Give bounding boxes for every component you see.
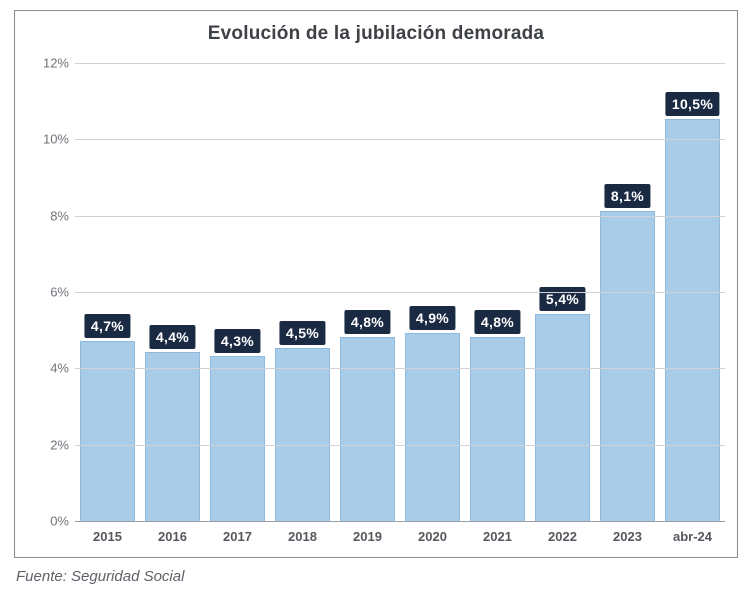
- bar: 10,5%: [665, 119, 720, 521]
- y-axis-tick-label: 4%: [29, 361, 69, 376]
- y-axis-tick-label: 8%: [29, 208, 69, 223]
- grid-line: [75, 521, 725, 522]
- chart-title: Evolución de la jubilación demorada: [15, 11, 737, 45]
- chart-container: Evolución de la jubilación demorada 4,7%…: [14, 10, 738, 558]
- source-label: Fuente: Seguridad Social: [14, 568, 737, 585]
- x-axis-tick-label: 2018: [288, 529, 317, 544]
- bar: 8,1%: [600, 211, 655, 521]
- grid-line: [75, 292, 725, 293]
- bar: 4,5%: [275, 348, 330, 521]
- y-axis-tick-label: 6%: [29, 285, 69, 300]
- bar-value-label: 4,4%: [150, 325, 195, 349]
- bar-value-label: 4,8%: [475, 310, 520, 334]
- bar: 4,8%: [470, 337, 525, 521]
- plot-area: 4,7%20154,4%20164,3%20174,5%20184,8%2019…: [75, 63, 725, 521]
- grid-line: [75, 368, 725, 369]
- x-axis-tick-label: 2022: [548, 529, 577, 544]
- x-axis-tick-label: abr-24: [673, 529, 712, 544]
- bar-value-label: 4,3%: [215, 329, 260, 353]
- bar: 5,4%: [535, 314, 590, 521]
- bar-value-label: 4,5%: [280, 321, 325, 345]
- x-axis-tick-label: 2023: [613, 529, 642, 544]
- bar: 4,3%: [210, 356, 265, 521]
- x-axis-tick-label: 2017: [223, 529, 252, 544]
- grid-line: [75, 216, 725, 217]
- bar-value-label: 4,7%: [85, 314, 130, 338]
- bar-value-label: 4,9%: [410, 306, 455, 330]
- grid-line: [75, 139, 725, 140]
- y-axis-tick-label: 2%: [29, 437, 69, 452]
- bar-value-label: 5,4%: [540, 287, 585, 311]
- grid-line: [75, 63, 725, 64]
- bar: 4,8%: [340, 337, 395, 521]
- bar-value-label: 8,1%: [605, 184, 650, 208]
- bar: 4,4%: [145, 352, 200, 521]
- grid-line: [75, 445, 725, 446]
- x-axis-tick-label: 2016: [158, 529, 187, 544]
- bar: 4,9%: [405, 333, 460, 521]
- y-axis-tick-label: 10%: [29, 132, 69, 147]
- y-axis-tick-label: 12%: [29, 56, 69, 71]
- y-axis-tick-label: 0%: [29, 514, 69, 529]
- bar-value-label: 10,5%: [666, 92, 719, 116]
- x-axis-tick-label: 2020: [418, 529, 447, 544]
- bar-value-label: 4,8%: [345, 310, 390, 334]
- x-axis-tick-label: 2015: [93, 529, 122, 544]
- x-axis-tick-label: 2019: [353, 529, 382, 544]
- x-axis-tick-label: 2021: [483, 529, 512, 544]
